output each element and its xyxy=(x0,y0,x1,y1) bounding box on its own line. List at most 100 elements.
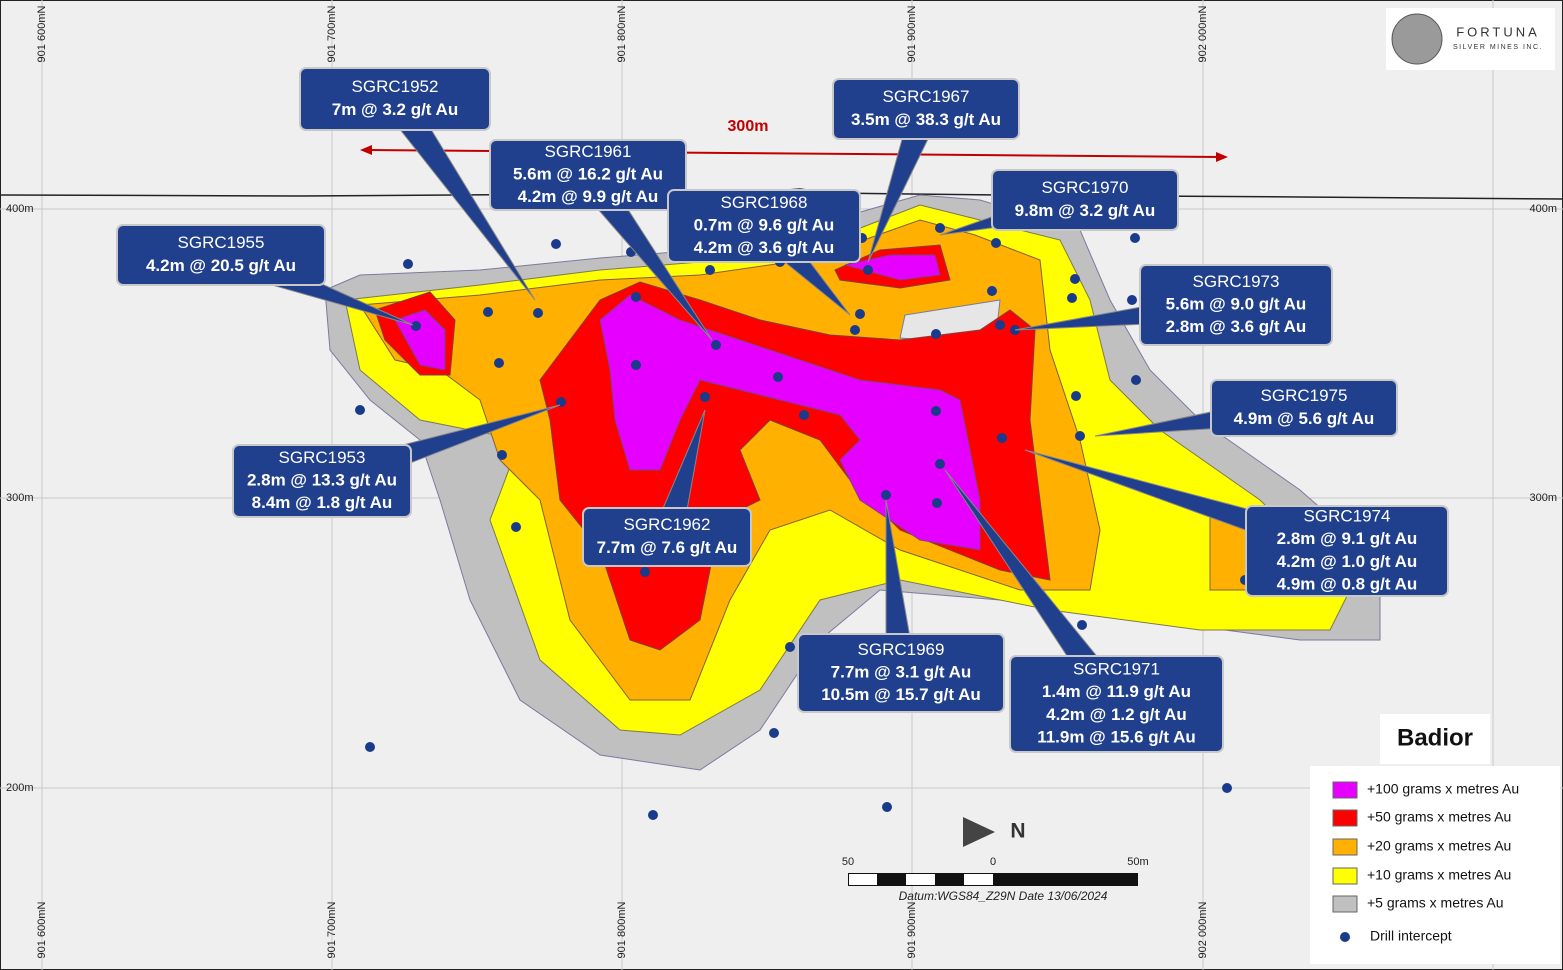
grid-label: 901 800mN xyxy=(616,902,628,959)
drill-intercept xyxy=(1075,431,1085,441)
drill-intercept xyxy=(631,292,641,302)
legend-box xyxy=(1310,766,1560,964)
drill-intercept xyxy=(932,498,942,508)
drill-intercept xyxy=(1131,375,1141,385)
grid-label: 901 700mN xyxy=(326,902,338,959)
callout-box xyxy=(116,224,326,286)
drill-intercept xyxy=(711,340,721,350)
legend-label: +50 grams x metres Au xyxy=(1367,809,1511,825)
grid-label: 901 800mN xyxy=(616,6,628,63)
callout-intercept: 4.2m @ 9.9 g/t Au xyxy=(518,187,659,206)
scale-annotation: 300m xyxy=(728,118,769,135)
legend-swatch xyxy=(1332,781,1358,799)
legend-title-box xyxy=(1380,714,1490,764)
callout-box xyxy=(299,67,491,131)
callout-hole: SGRC1961 xyxy=(545,142,632,161)
callout-intercept: 8.4m @ 1.8 g/t Au xyxy=(252,493,393,512)
drill-intercept xyxy=(863,265,873,275)
legend-swatch xyxy=(1332,867,1358,885)
callout-box xyxy=(489,139,687,211)
drill-intercept xyxy=(551,239,561,249)
legend-label: +100 grams x metres Au xyxy=(1367,781,1519,797)
legend-label: +5 grams x metres Au xyxy=(1367,895,1504,911)
drill-intercept xyxy=(773,372,783,382)
drill-intercept xyxy=(785,642,795,652)
arrow-head xyxy=(1216,152,1228,162)
drill-intercept xyxy=(355,405,365,415)
grid-label: 200m xyxy=(6,782,34,794)
drill-intercept xyxy=(882,802,892,812)
grid-label: 901 900mN xyxy=(906,902,918,959)
callout-intercept: 2.8m @ 3.6 g/t Au xyxy=(1166,317,1307,336)
drill-intercept xyxy=(411,321,421,331)
drill-intercept xyxy=(931,329,941,339)
contour-100 xyxy=(394,254,981,551)
grid-label: 300m xyxy=(6,492,34,504)
grid-label: 901 600mN xyxy=(36,6,48,63)
legend-swatch xyxy=(1332,809,1358,827)
logo: FORTUNA SILVER MINES INC. xyxy=(1386,8,1555,70)
legend: Badior +100 grams x metres Au +50 grams x… xyxy=(1310,714,1560,964)
callout-hole: SGRC1968 xyxy=(721,193,808,212)
contours xyxy=(324,194,1381,771)
callout-intercept: 5.6m @ 16.2 g/t Au xyxy=(513,164,663,183)
drill-intercept xyxy=(935,223,945,233)
callout-box xyxy=(232,444,412,518)
scale-bar-segment xyxy=(964,874,993,885)
drill-intercept xyxy=(648,810,658,820)
callout-intercept: 0.7m @ 9.6 g/t Au xyxy=(694,215,835,234)
drill-intercept xyxy=(1222,783,1232,793)
contour-50 xyxy=(374,244,1051,651)
drill-intercept xyxy=(705,265,715,275)
callout-hole: SGRC1971 xyxy=(1073,660,1160,679)
logo-subtitle: SILVER MINES INC. xyxy=(1453,44,1543,51)
callout-hole: SGRC1975 xyxy=(1261,386,1348,405)
drill-intercept xyxy=(640,567,650,577)
legend-swatch xyxy=(1332,895,1358,913)
callout-hole: SGRC1967 xyxy=(883,87,970,106)
grid-label: 400m xyxy=(1529,203,1557,215)
callout-intercept: 4.9m @ 5.6 g/t Au xyxy=(1234,409,1375,428)
arrow-head xyxy=(360,145,372,155)
drill-intercept xyxy=(991,238,1001,248)
callout-intercept: 2.8m @ 9.1 g/t Au xyxy=(1277,529,1418,548)
grid-label: 902 000mN xyxy=(1197,6,1209,63)
drill-intercepts xyxy=(355,223,1250,820)
callout-box xyxy=(1210,379,1398,437)
callout-intercept: 10.5m @ 15.7 g/t Au xyxy=(821,685,981,704)
legend-label: +20 grams x metres Au xyxy=(1367,838,1511,854)
legend-items: +100 grams x metres Au +50 grams x metres… xyxy=(1332,781,1519,944)
legend-title: Badior xyxy=(1397,724,1473,751)
callout-box xyxy=(582,507,752,567)
callout-intercept: 4.2m @ 1.2 g/t Au xyxy=(1046,705,1187,724)
grid-label: 901 900mN xyxy=(906,6,918,63)
callout-intercept: 9.8m @ 3.2 g/t Au xyxy=(1015,201,1156,220)
drill-intercept xyxy=(533,308,543,318)
callout-intercept: 7.7m @ 7.6 g/t Au xyxy=(597,538,738,557)
drill-intercept xyxy=(1070,274,1080,284)
scale-bar-segment xyxy=(849,874,877,885)
callout-box xyxy=(797,633,1005,713)
scale-bar: 50 0 50m Datum:WGS84_Z29N Date 13/06/202… xyxy=(842,856,1149,903)
drill-intercept xyxy=(1067,293,1077,303)
scale-label: 50m xyxy=(1127,856,1148,868)
drill-intercept xyxy=(631,360,641,370)
callout-intercept: 4.2m @ 1.0 g/t Au xyxy=(1277,552,1418,571)
grid-label: 901 600mN xyxy=(36,902,48,959)
drill-intercept xyxy=(483,307,493,317)
grid-label: 400m xyxy=(6,203,34,215)
drill-intercept xyxy=(497,450,507,460)
datum: Datum:WGS84_Z29N Date 13/06/2024 xyxy=(899,889,1108,903)
callout-box xyxy=(991,169,1179,231)
callout-box xyxy=(832,78,1020,140)
callout-intercept: 4.2m @ 20.5 g/t Au xyxy=(146,256,296,275)
drill-intercept xyxy=(799,410,809,420)
drill-intercept xyxy=(403,259,413,269)
callout-intercept: 5.6m @ 9.0 g/t Au xyxy=(1166,294,1307,313)
drill-intercept xyxy=(997,433,1007,443)
drill-intercept xyxy=(556,397,566,407)
drill-intercept xyxy=(365,742,375,752)
callout-intercept: 7.7m @ 3.1 g/t Au xyxy=(831,662,972,681)
callout-hole: SGRC1969 xyxy=(858,640,945,659)
